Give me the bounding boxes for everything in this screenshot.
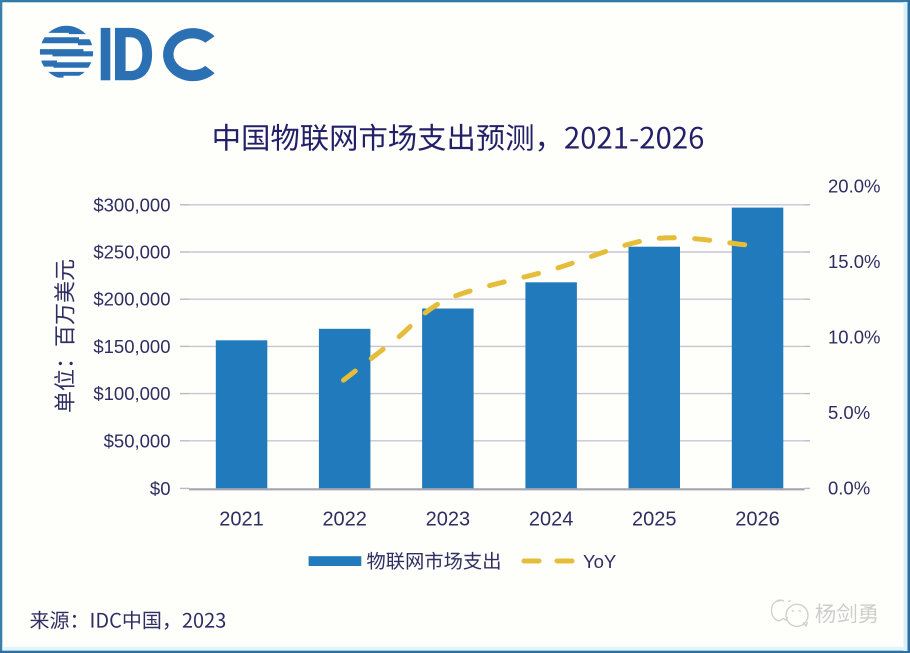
svg-text:$50,000: $50,000 [104,430,171,451]
svg-text:$150,000: $150,000 [93,336,170,357]
svg-text:2021: 2021 [219,508,264,530]
svg-text:20.0%: 20.0% [828,175,880,196]
svg-text:5.0%: 5.0% [828,402,870,423]
svg-text:2023: 2023 [426,508,471,530]
svg-text:2024: 2024 [529,508,574,530]
svg-text:$0: $0 [150,478,171,499]
svg-text:$200,000: $200,000 [93,289,170,310]
svg-text:$100,000: $100,000 [93,383,170,404]
svg-text:$300,000: $300,000 [93,194,170,215]
svg-text:0.0%: 0.0% [828,477,870,498]
svg-text:YoY: YoY [583,551,616,572]
svg-text:15.0%: 15.0% [828,251,880,272]
svg-text:2022: 2022 [322,508,367,530]
svg-text:2026: 2026 [735,508,780,530]
svg-text:10.0%: 10.0% [828,326,880,347]
svg-text:$250,000: $250,000 [93,242,170,263]
svg-text:2025: 2025 [632,508,677,530]
